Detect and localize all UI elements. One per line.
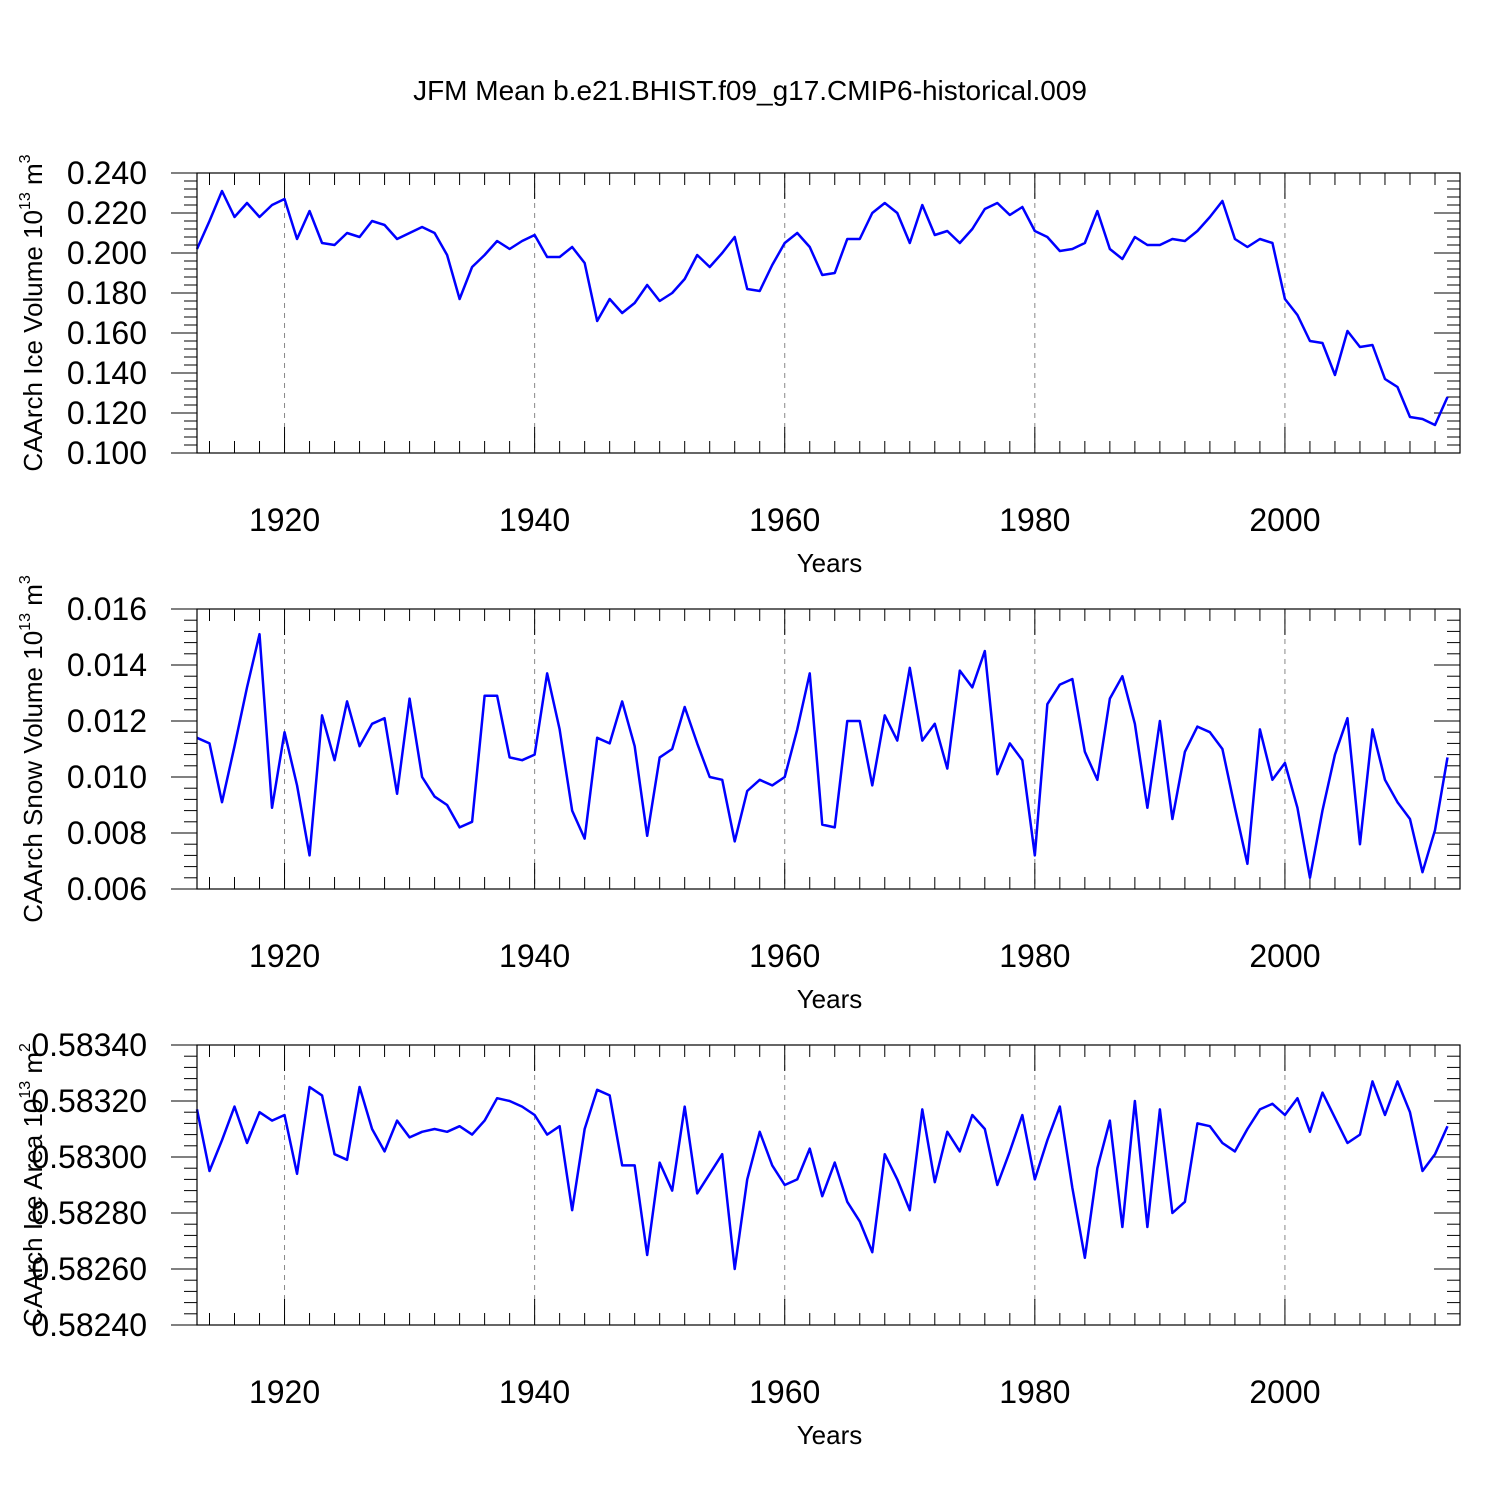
snow-volume-ylabel: CAArch Snow Volume 1013 m3	[17, 575, 48, 923]
ice-volume-ytick-label: 0.240	[67, 155, 147, 191]
ice-area-ylabel-text: CAArch Ice Area 10	[18, 1099, 48, 1327]
snow-volume-ytick-label: 0.016	[67, 591, 147, 627]
ice-volume-ylabel-unit-exp: 3	[17, 154, 34, 163]
ice-area-ylabel-exp: 13	[17, 1081, 34, 1099]
ice-area-xtick-label: 1940	[499, 1374, 570, 1410]
ice-volume-ylabel: CAArch Ice Volume 1013 m3	[17, 154, 48, 471]
chart-panels: 0.100 0.120 0.140 0.160 0.180 0.200 0.220 0.240…	[17, 154, 1461, 1450]
snow-volume-xtick-label: 1960	[749, 938, 820, 974]
ice-area-ytick-label: 0.58240	[31, 1307, 147, 1343]
ice-volume-xlabel: Years	[797, 548, 863, 578]
ice-area-xlabel: Years	[797, 1420, 863, 1450]
snow-volume-ytick-label: 0.010	[67, 759, 147, 795]
snow-volume-xtick-label: 1920	[249, 938, 320, 974]
ice-volume-ytick-label: 0.160	[67, 315, 147, 351]
ice-volume-ylabel-text: CAArch Ice Volume 10	[18, 210, 48, 472]
ice-volume-plot-frame	[196, 172, 1461, 454]
ice-volume-ytick-label: 0.100	[67, 435, 147, 471]
ice-area-ytick-label: 0.58260	[31, 1251, 147, 1287]
ice-area-ytick-label: 0.58300	[31, 1139, 147, 1175]
ice-area-ytick-label: 0.58320	[31, 1083, 147, 1119]
ice-area-panel: 0.58240 0.58260 0.58280 0.58300 0.58320 0.583…	[17, 1027, 1461, 1450]
ice-volume-series-line	[195, 189, 1449, 427]
snow-volume-ylabel-unit-exp: 3	[17, 575, 34, 584]
snow-volume-xtick-label: 1940	[499, 938, 570, 974]
ice-volume-ytick-label: 0.120	[67, 395, 147, 431]
snow-volume-ytick-label: 0.008	[67, 815, 147, 851]
snow-volume-ytick-label: 0.006	[67, 871, 147, 907]
snow-volume-ylabel-text: CAArch Snow Volume 10	[18, 631, 48, 923]
ice-area-xtick-label: 2000	[1249, 1374, 1320, 1410]
snow-volume-series-line	[196, 632, 1449, 880]
ice-volume-xtick-label: 1960	[749, 502, 820, 538]
ice-volume-ylabel-unit: m	[18, 163, 48, 192]
ice-area-plot-frame	[196, 1044, 1461, 1326]
ice-volume-ytick-label: 0.220	[67, 195, 147, 231]
ice-volume-ytick-label: 0.140	[67, 355, 147, 391]
ice-volume-panel: 0.100 0.120 0.140 0.160 0.180 0.200 0.220 0.240…	[17, 154, 1461, 578]
ice-volume-xtick-label: 2000	[1249, 502, 1320, 538]
ice-volume-xtick-label: 1920	[249, 502, 320, 538]
ice-volume-xtick-label: 1940	[499, 502, 570, 538]
snow-volume-ytick-label: 0.012	[67, 703, 147, 739]
ice-volume-ytick-label: 0.200	[67, 235, 147, 271]
ice-area-ylabel-unit: m	[18, 1052, 48, 1081]
ice-area-ytick-label: 0.58280	[31, 1195, 147, 1231]
ice-area-xtick-label: 1960	[749, 1374, 820, 1410]
snow-volume-xtick-label: 2000	[1249, 938, 1320, 974]
snow-volume-plot-frame	[196, 608, 1461, 890]
ice-volume-ylabel-exp: 13	[17, 192, 34, 210]
ice-area-series-line	[195, 1080, 1449, 1271]
ice-volume-xtick-label: 1980	[999, 502, 1070, 538]
snow-volume-xlabel: Years	[797, 984, 863, 1014]
ice-volume-ytick-label: 0.180	[67, 275, 147, 311]
ice-area-ylabel-unit-exp: 2	[17, 1043, 34, 1052]
ice-area-xtick-label: 1980	[999, 1374, 1070, 1410]
snow-volume-panel: 0.006 0.008 0.010 0.012 0.014 0.016 1920 1940 19…	[17, 575, 1461, 1014]
snow-volume-ylabel-exp: 13	[17, 613, 34, 631]
snow-volume-xtick-label: 1980	[999, 938, 1070, 974]
chart-title: JFM Mean b.e21.BHIST.f09_g17.CMIP6-histo…	[413, 75, 1087, 106]
ice-area-ytick-label: 0.58340	[31, 1027, 147, 1063]
snow-volume-ytick-label: 0.014	[67, 647, 147, 683]
snow-volume-ylabel-unit: m	[18, 584, 48, 613]
ice-area-ylabel: CAArch Ice Area 1013 m2	[17, 1043, 48, 1327]
ice-area-xtick-label: 1920	[249, 1374, 320, 1410]
